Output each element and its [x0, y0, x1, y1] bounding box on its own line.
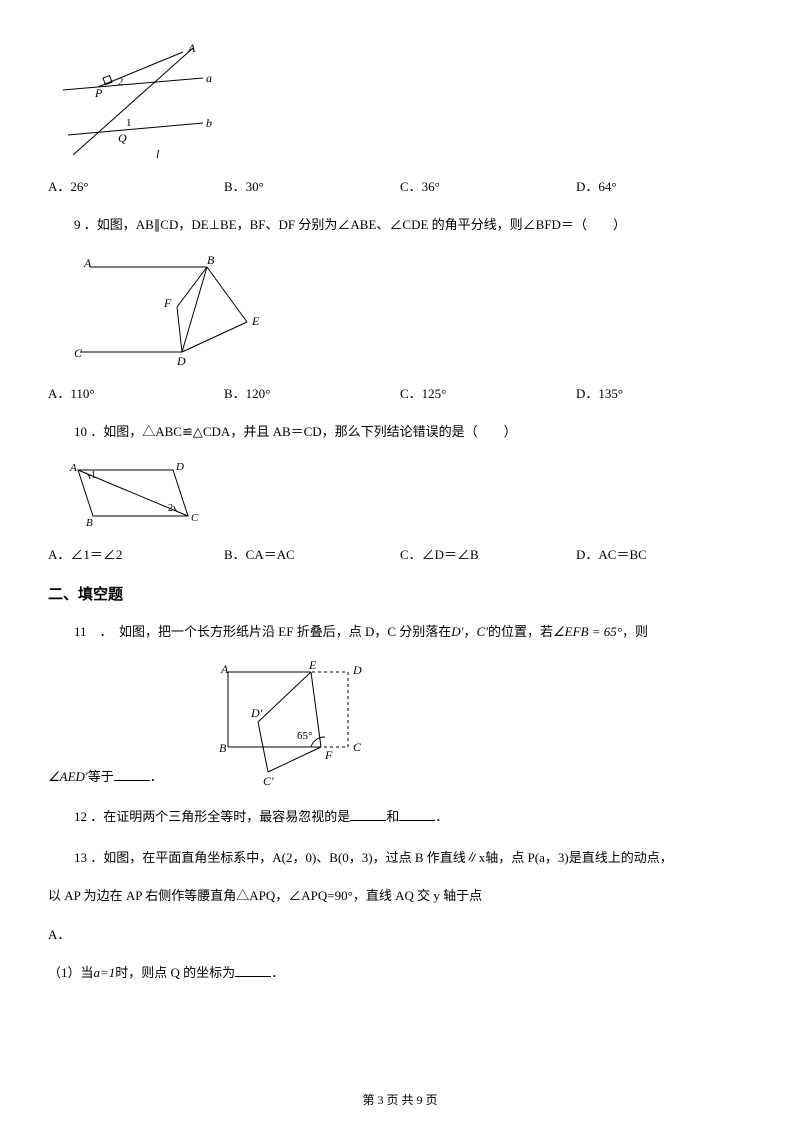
q11-c: C′: [477, 624, 489, 639]
label-A: A: [220, 662, 229, 676]
q10-opt-d: D．AC＝BC: [576, 544, 752, 563]
q11-tail3: ．: [150, 769, 163, 784]
label-F: F: [163, 296, 172, 310]
label-F: F: [324, 748, 333, 762]
q11-tail2: 等于: [88, 769, 114, 784]
q13-sub1b: 时，则点 Q 的坐标为: [115, 965, 235, 980]
q11-prefix: 11 ． 如图，把一个长方形纸片沿 EF 折叠后，点 D，C 分别落在: [74, 624, 451, 639]
label-a: a: [206, 71, 212, 85]
q13-l1: 13 ．如图，在平面直角坐标系中，A(2，0)、B(0，3)，过点 B 作直线∥…: [48, 844, 752, 873]
q11-mid1: ，: [463, 624, 476, 639]
label-D: D: [175, 461, 184, 473]
q8-svg: A P 2 a 1 Q b l: [48, 40, 213, 160]
q8-opt-c: C．36°: [400, 176, 576, 195]
label-2: 2: [118, 76, 124, 88]
q10-figure: A 1 D B 2 C: [58, 458, 752, 532]
q12-pre: 12 ．在证明两个三角形全等时，最容易忽视的是: [74, 809, 350, 824]
q8-figure: A P 2 a 1 Q b l: [48, 40, 752, 164]
q10-text: 10 ．如图，△ABC≌△CDA，并且 AB＝CD，那么下列结论错误的是（ ）: [48, 420, 752, 445]
q10-svg: A 1 D B 2 C: [58, 458, 208, 528]
q13-blank: [235, 964, 271, 977]
label-B: B: [219, 741, 227, 755]
q9-opt-b: B．120°: [224, 383, 400, 402]
q11-eq: ∠EFB = 65°: [553, 624, 622, 639]
q13-sub1c: ．: [271, 965, 284, 980]
label-A: A: [83, 256, 92, 270]
label-Dp: D′: [250, 706, 263, 720]
q13-l3: A．: [48, 921, 752, 950]
section-2-title: 二、填空题: [48, 583, 752, 604]
q8-opt-a: A．26°: [48, 176, 224, 195]
q13-sub1eq: a=1: [94, 965, 116, 980]
label-C: C: [74, 346, 83, 360]
label-Cp: C′: [263, 774, 274, 787]
q12: 12 ．在证明两个三角形全等时，最容易忽视的是 和 ．: [48, 805, 752, 830]
label-D: D: [176, 354, 186, 367]
label-C: C: [353, 740, 362, 754]
q11-d: D′: [451, 624, 463, 639]
q11-mid2: 的位置，若: [488, 624, 553, 639]
q8-opt-b: B．30°: [224, 176, 400, 195]
label-2: 2: [168, 503, 173, 514]
q11-svg: A E D D′ B 65° F C C′: [203, 657, 403, 787]
q12-blank2: [399, 808, 435, 821]
q10-opt-c: C．∠D＝∠B: [400, 544, 576, 563]
label-P: P: [94, 86, 103, 100]
q12-blank1: [350, 808, 386, 821]
q9-options: A．110° B．120° C．125° D．135°: [48, 383, 752, 402]
label-Q: Q: [118, 131, 127, 145]
label-B: B: [86, 517, 93, 528]
label-E: E: [308, 658, 317, 672]
q9-opt-d: D．135°: [576, 383, 752, 402]
label-b: b: [206, 116, 212, 130]
q8-opt-d: D．64°: [576, 176, 752, 195]
q11-suffix: ，则: [622, 624, 648, 639]
q11-blank: [114, 768, 150, 781]
label-A: A: [187, 41, 196, 55]
q9-figure: A B C D E F: [72, 252, 752, 371]
q9-opt-a: A．110°: [48, 383, 224, 402]
label-A: A: [69, 462, 77, 474]
q9-text: 9 ．如图，AB∥CD，DE⊥BE，BF、DF 分别为∠ABE、∠CDE 的角平…: [48, 213, 752, 238]
q10-options: A．∠1＝∠2 B．CA＝AC C．∠D＝∠B D．AC＝BC: [48, 544, 752, 563]
page-footer: 第 3 页 共 9 页: [0, 1091, 800, 1108]
label-ang: 65°: [297, 730, 312, 742]
q13-sub1: （1）当a=1时，则点 Q 的坐标为 ．: [48, 959, 752, 988]
q13-l2: 以 AP 为边在 AP 右侧作等腰直角△APQ，∠APQ=90°，直线 AQ 交…: [48, 882, 752, 911]
label-1: 1: [91, 470, 96, 481]
q11-line: 11 ． 如图，把一个长方形纸片沿 EF 折叠后，点 D，C 分别落在D′，C′…: [48, 618, 752, 647]
q9-opt-c: C．125°: [400, 383, 576, 402]
q13-sub1a: （1）当: [48, 965, 94, 980]
q11-tail1: ∠AED′: [48, 769, 88, 784]
label-D: D: [352, 663, 362, 677]
label-B: B: [207, 253, 215, 267]
label-C: C: [191, 512, 199, 524]
q8-options: A．26° B．30° C．36° D．64°: [48, 176, 752, 195]
q12-end: ．: [435, 809, 448, 824]
label-1: 1: [126, 117, 132, 129]
label-l: l: [156, 147, 160, 160]
q12-mid: 和: [386, 809, 399, 824]
q10-opt-b: B．CA＝AC: [224, 544, 400, 563]
q9-svg: A B C D E F: [72, 252, 282, 367]
label-E: E: [251, 314, 260, 328]
q10-opt-a: A．∠1＝∠2: [48, 544, 224, 563]
q11-row: ∠AED′等于 ． A E D D′ B 65° F C C′: [48, 657, 752, 791]
